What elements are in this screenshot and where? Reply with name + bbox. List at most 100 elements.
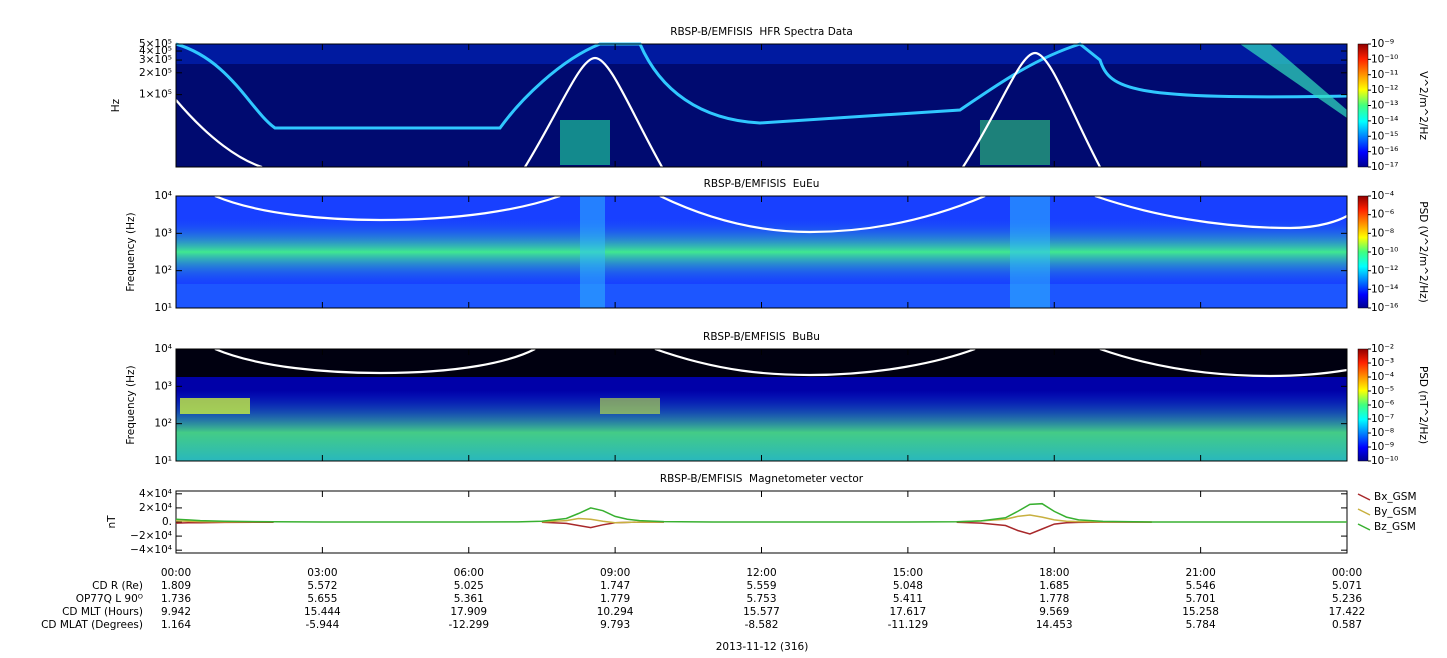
- y-axis-label: Hz: [110, 98, 122, 112]
- colorbar-tick-label: 10⁻⁷: [1371, 413, 1394, 425]
- y-tick-label: 5×10⁵: [139, 38, 172, 50]
- y-tick-label: 10¹: [154, 455, 172, 467]
- colorbar-tick-label: 10⁻⁴: [1371, 190, 1394, 202]
- colorbar-tick-label: 10⁻²: [1371, 343, 1394, 355]
- ephemeris-value: 5.361: [454, 593, 484, 605]
- y-tick-label: 10²: [154, 265, 172, 277]
- panel-title: RBSP-B/EMFISIS BuBu: [703, 331, 820, 343]
- ephemeris-value: 5.546: [1186, 580, 1216, 592]
- y-axis-label: Frequency (Hz): [125, 365, 137, 444]
- ephemeris-value: 1.164: [161, 619, 191, 631]
- ephemeris-label: CD R (Re): [92, 580, 143, 592]
- ephemeris-value: 5.701: [1186, 593, 1216, 605]
- y-tick-label: 10⁴: [154, 343, 172, 355]
- colorbar-tick-label: 10⁻¹⁵: [1371, 130, 1398, 142]
- y-tick-label: −4×10⁴: [130, 544, 172, 556]
- ephemeris-value: 17.909: [450, 606, 487, 618]
- y-tick-label: 10²: [154, 418, 172, 430]
- colorbar-tick-label: 10⁻¹³: [1371, 100, 1398, 112]
- ephemeris-value: 17.617: [890, 606, 927, 618]
- bubu-spectrogram-image: [176, 349, 1347, 461]
- ephemeris-value: 1.685: [1039, 580, 1069, 592]
- ephemeris-label: OP77Q L 90ᴼ: [76, 593, 143, 605]
- ephemeris-value: 5.048: [893, 580, 923, 592]
- ephemeris-value: 15.258: [1182, 606, 1219, 618]
- y-tick-label: 10¹: [154, 302, 172, 314]
- y-axis-label: Frequency (Hz): [125, 212, 137, 291]
- colorbar-tick-label: 10⁻³: [1371, 357, 1394, 369]
- legend-swatch: [1357, 493, 1371, 501]
- colorbar-tick-label: 10⁻⁹: [1371, 38, 1394, 50]
- colorbar-label: V^2/m^2/Hz: [1417, 71, 1429, 140]
- legend-swatch: [1357, 523, 1371, 531]
- ephemeris-value: 0.587: [1332, 619, 1362, 631]
- colorbar-tick-label: 10⁻¹⁰: [1371, 455, 1398, 467]
- ephemeris-value: 15.444: [304, 606, 341, 618]
- ephemeris-value: 9.793: [600, 619, 630, 631]
- colorbar-tick-label: 10⁻¹⁷: [1371, 161, 1398, 173]
- ephemeris-value: 1.747: [600, 580, 630, 592]
- ephemeris-value: 1.809: [161, 580, 191, 592]
- ephemeris-value: -11.129: [888, 619, 929, 631]
- colorbar-tick-label: 10⁻¹⁰: [1371, 246, 1398, 258]
- ephemeris-value: 1.778: [1039, 593, 1069, 605]
- panel-title: RBSP-B/EMFISIS EuEu: [704, 178, 820, 190]
- ephemeris-value: 9.942: [161, 606, 191, 618]
- colorbar: [1357, 195, 1369, 309]
- ephemeris-value: 1.779: [600, 593, 630, 605]
- ephemeris-value: 5.559: [746, 580, 776, 592]
- x-tick-label: 00:00: [161, 567, 191, 579]
- panel-title: RBSP-B/EMFISIS HFR Spectra Data: [670, 26, 853, 38]
- y-tick-label: 2×10⁵: [139, 67, 172, 79]
- ephemeris-label: CD MLT (Hours): [62, 606, 143, 618]
- y-tick-label: 1×10⁵: [139, 89, 172, 101]
- ephemeris-value: -8.582: [745, 619, 779, 631]
- colorbar-tick-label: 10⁻⁶: [1371, 399, 1394, 411]
- colorbar-tick-label: 10⁻¹⁶: [1371, 302, 1398, 314]
- series-line: [175, 502, 1347, 523]
- y-tick-label: 4×10⁴: [139, 488, 172, 500]
- ephemeris-value: -5.944: [305, 619, 339, 631]
- ephemeris-value: 15.577: [743, 606, 780, 618]
- x-tick-label: 21:00: [1185, 567, 1215, 579]
- colorbar-tick-label: 10⁻¹⁴: [1371, 283, 1398, 295]
- panel-title: RBSP-B/EMFISIS Magnetometer vector: [660, 473, 864, 485]
- colorbar-tick-label: 10⁻⁸: [1371, 227, 1394, 239]
- ephemeris-value: 5.236: [1332, 593, 1362, 605]
- colorbar-tick-label: 10⁻¹²: [1371, 84, 1398, 96]
- colorbar-tick-label: 10⁻⁶: [1371, 209, 1394, 221]
- ephemeris-value: 14.453: [1036, 619, 1073, 631]
- ephemeris-value: 5.071: [1332, 580, 1362, 592]
- y-tick-label: 0.: [162, 516, 172, 528]
- colorbar-label: PSD (V^2/m^2/Hz): [1417, 201, 1429, 302]
- ephemeris-value: 9.569: [1039, 606, 1069, 618]
- y-tick-label: −2×10⁴: [130, 530, 172, 542]
- colorbar-tick-label: 10⁻⁵: [1371, 385, 1394, 397]
- x-tick-label: 12:00: [746, 567, 776, 579]
- x-tick-label: 00:00: [1332, 567, 1362, 579]
- y-tick-label: 2×10⁴: [139, 502, 172, 514]
- ephemeris-value: 1.736: [161, 593, 191, 605]
- x-tick-label: 18:00: [1039, 567, 1069, 579]
- ephemeris-value: 5.025: [454, 580, 484, 592]
- ephemeris-value: 10.294: [597, 606, 634, 618]
- colorbar-tick-label: 10⁻⁹: [1371, 441, 1394, 453]
- colorbar-tick-label: 10⁻¹⁰: [1371, 53, 1398, 65]
- hfr-spectrogram-image: [175, 42, 1348, 167]
- ephemeris-value: 5.655: [307, 593, 337, 605]
- ephemeris-value: 5.784: [1186, 619, 1216, 631]
- eueu-spectrogram-image: [176, 196, 1347, 308]
- date-label: 2013-11-12 (316): [716, 641, 809, 653]
- colorbar: [1357, 43, 1369, 168]
- ephemeris-value: 5.411: [893, 593, 923, 605]
- frequency-curves: [175, 51, 1348, 378]
- x-tick-label: 06:00: [454, 567, 484, 579]
- legend-swatch: [1357, 508, 1371, 516]
- y-tick-label: 4×10⁵: [139, 45, 172, 57]
- x-tick-label: 09:00: [600, 567, 630, 579]
- ephemeris-value: 5.572: [307, 580, 337, 592]
- colorbar-tick-label: 10⁻⁸: [1371, 427, 1394, 439]
- x-tick-label: 03:00: [307, 567, 337, 579]
- ephemeris-label: CD MLAT (Degrees): [41, 619, 143, 631]
